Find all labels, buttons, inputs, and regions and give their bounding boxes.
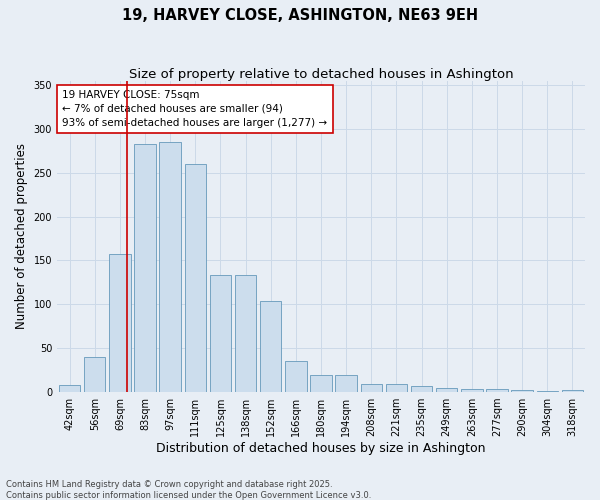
X-axis label: Distribution of detached houses by size in Ashington: Distribution of detached houses by size … — [156, 442, 486, 455]
Bar — [536, 391, 558, 392]
Bar — [260, 301, 281, 392]
Y-axis label: Number of detached properties: Number of detached properties — [15, 144, 28, 330]
Bar — [185, 164, 206, 392]
Bar — [461, 388, 482, 392]
Bar — [235, 276, 256, 392]
Bar — [386, 384, 407, 392]
Bar — [160, 142, 181, 392]
Text: Contains HM Land Registry data © Crown copyright and database right 2025.
Contai: Contains HM Land Registry data © Crown c… — [6, 480, 371, 500]
Bar — [84, 357, 106, 392]
Bar — [210, 276, 231, 392]
Bar — [411, 386, 432, 392]
Bar — [361, 384, 382, 392]
Bar — [134, 144, 156, 392]
Bar — [285, 362, 307, 392]
Bar — [109, 254, 131, 392]
Bar — [436, 388, 457, 392]
Bar — [562, 390, 583, 392]
Bar — [487, 390, 508, 392]
Text: 19 HARVEY CLOSE: 75sqm
← 7% of detached houses are smaller (94)
93% of semi-deta: 19 HARVEY CLOSE: 75sqm ← 7% of detached … — [62, 90, 328, 128]
Bar — [335, 374, 357, 392]
Bar — [310, 374, 332, 392]
Title: Size of property relative to detached houses in Ashington: Size of property relative to detached ho… — [129, 68, 514, 80]
Text: 19, HARVEY CLOSE, ASHINGTON, NE63 9EH: 19, HARVEY CLOSE, ASHINGTON, NE63 9EH — [122, 8, 478, 22]
Bar — [511, 390, 533, 392]
Bar — [59, 385, 80, 392]
